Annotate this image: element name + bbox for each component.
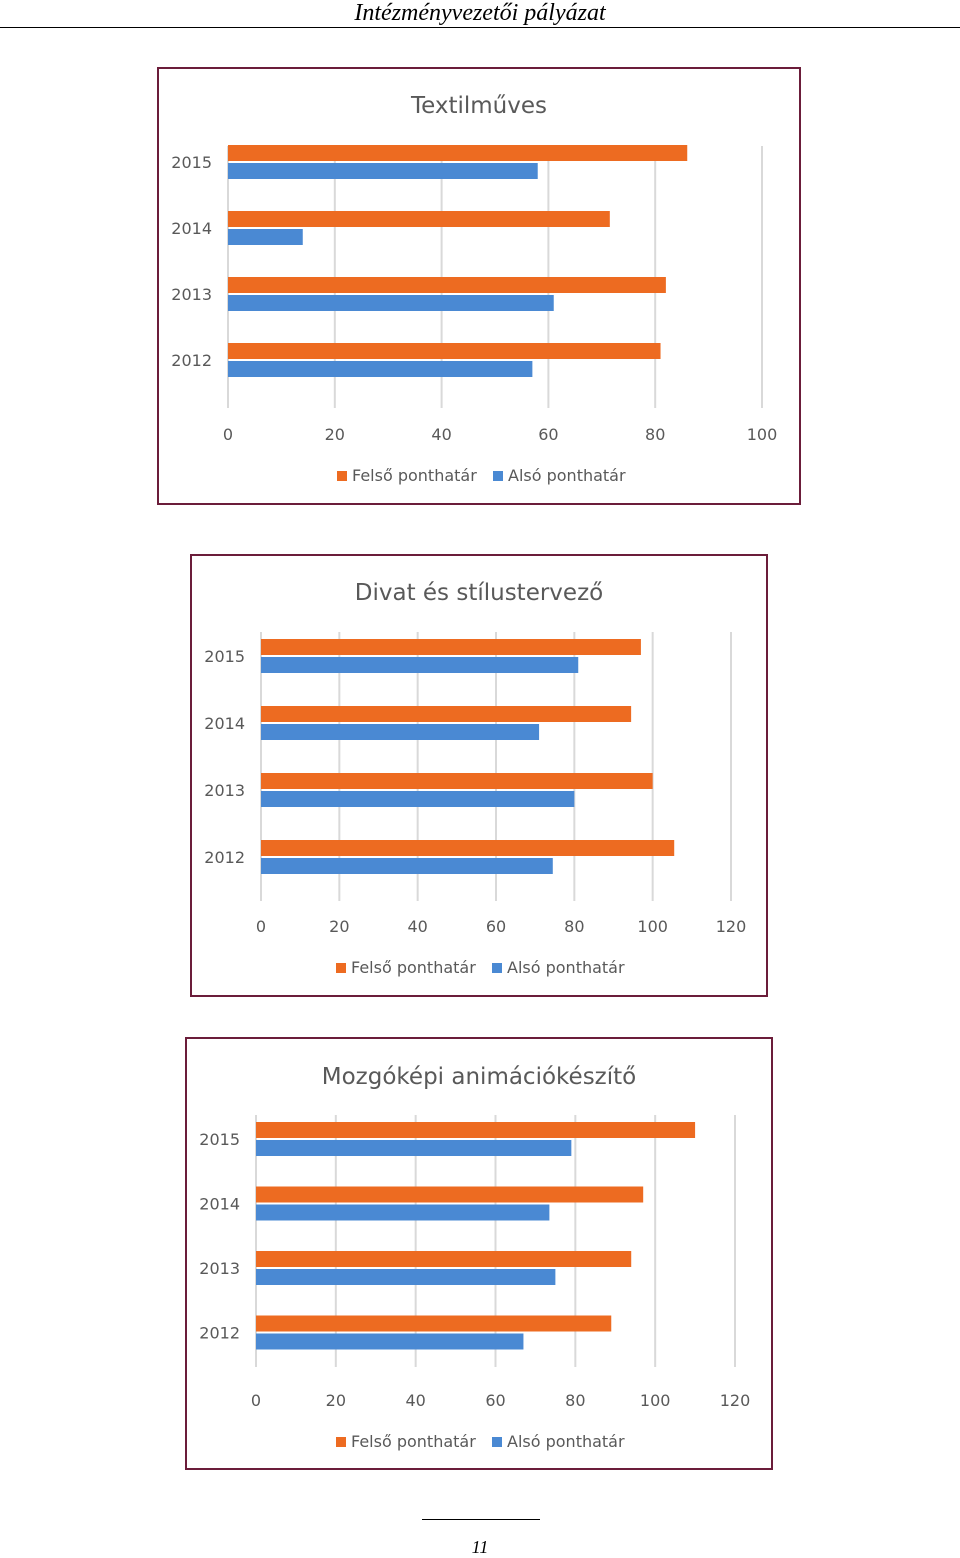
- chart-divat: Divat és stílustervező 0 20 40 60 80 100 120 201…: [190, 554, 768, 997]
- y-tick-label: 2015: [171, 153, 212, 172]
- x-tick-label: 60: [485, 1391, 505, 1410]
- legend: Felső ponthatár Alsó ponthatár: [336, 1432, 625, 1451]
- x-tick-label: 80: [645, 425, 665, 444]
- chart-mozgokepi: Mozgóképi animációkészítő 0 20 40 60 80 100 120…: [185, 1037, 773, 1470]
- y-tick-label: 2013: [204, 781, 245, 800]
- legend: Felső ponthatár Alsó ponthatár: [337, 466, 626, 485]
- y-tick-label: 2013: [171, 285, 212, 304]
- chart-svg: Mozgóképi animációkészítő 0 20 40 60 80 100 120…: [199, 1064, 751, 1451]
- y-tick-label: 2015: [204, 647, 245, 666]
- legend-swatch: [337, 471, 347, 481]
- bar-felso: [228, 211, 610, 227]
- legend-swatch: [336, 1437, 346, 1447]
- bar-felso: [261, 773, 653, 789]
- bar-also: [228, 361, 533, 377]
- bar-also: [256, 1204, 550, 1221]
- legend-label: Alsó ponthatár: [507, 1432, 625, 1451]
- x-tick-label: 40: [407, 917, 427, 936]
- x-tick-label: 60: [486, 917, 506, 936]
- y-tick-label: 2014: [204, 714, 245, 733]
- legend-swatch: [492, 1437, 502, 1447]
- x-tick-label: 0: [223, 425, 233, 444]
- x-tick-label: 100: [747, 425, 778, 444]
- x-tick-label: 100: [637, 917, 668, 936]
- x-tick-label: 0: [256, 917, 266, 936]
- y-tick-label: 2012: [171, 351, 212, 370]
- chart-svg: Textilműves 0 20 40 60 80 100 2015 2014 2013 2012 F…: [171, 93, 778, 485]
- footnote-rule: [422, 1519, 540, 1520]
- chart-svg: Divat és stílustervező 0 20 40 60 80 100 120 201…: [204, 580, 747, 977]
- bar-also: [261, 791, 575, 807]
- x-tick-label: 80: [565, 1391, 585, 1410]
- bar-felso: [261, 639, 641, 655]
- y-tick-label: 2014: [171, 219, 212, 238]
- chart-textilmuves: Textilműves 0 20 40 60 80 100 2015 2014 2013 2012 F…: [157, 67, 801, 505]
- bar-also: [228, 163, 538, 179]
- legend-label: Felső ponthatár: [351, 1432, 476, 1451]
- bar-felso: [256, 1315, 612, 1332]
- bar-felso: [228, 343, 661, 359]
- x-tick-label: 60: [538, 425, 558, 444]
- x-tick-label: 40: [405, 1391, 425, 1410]
- y-tick-label: 2013: [199, 1259, 240, 1278]
- legend: Felső ponthatár Alsó ponthatár: [336, 958, 625, 977]
- legend-swatch: [336, 963, 346, 973]
- bar-felso: [261, 840, 675, 856]
- x-tick-label: 20: [329, 917, 349, 936]
- x-tick-label: 80: [564, 917, 584, 936]
- x-tick-label: 120: [720, 1391, 751, 1410]
- page-header-title: Intézményvezetői pályázat: [0, 0, 960, 28]
- bar-also: [261, 724, 540, 740]
- legend-label: Felső ponthatár: [352, 466, 477, 485]
- bar-also: [261, 657, 579, 673]
- legend-swatch: [492, 963, 502, 973]
- bar-felso: [256, 1251, 632, 1267]
- legend-label: Alsó ponthatár: [508, 466, 626, 485]
- chart-title: Mozgóképi animációkészítő: [322, 1064, 636, 1090]
- y-tick-label: 2012: [204, 848, 245, 867]
- bar-felso: [228, 145, 688, 161]
- chart-title: Divat és stílustervező: [355, 580, 603, 606]
- legend-label: Felső ponthatár: [351, 958, 476, 977]
- bar-felso: [228, 277, 666, 293]
- x-tick-label: 0: [251, 1391, 261, 1410]
- bar-also: [228, 229, 303, 245]
- bar-felso: [256, 1186, 644, 1203]
- y-tick-label: 2014: [199, 1195, 240, 1214]
- page-number: 11: [471, 1537, 489, 1557]
- bar-felso: [256, 1122, 696, 1138]
- x-tick-label: 100: [640, 1391, 671, 1410]
- bar-also: [228, 295, 554, 311]
- chart-title: Textilműves: [410, 93, 547, 119]
- y-tick-label: 2012: [199, 1324, 240, 1343]
- bar-also: [256, 1333, 524, 1350]
- x-tick-label: 20: [326, 1391, 346, 1410]
- bar-also: [261, 858, 553, 874]
- legend-label: Alsó ponthatár: [507, 958, 625, 977]
- x-tick-label: 120: [716, 917, 747, 936]
- bar-felso: [261, 706, 632, 722]
- bar-also: [256, 1269, 556, 1285]
- bar-also: [256, 1140, 572, 1156]
- y-tick-label: 2015: [199, 1130, 240, 1149]
- legend-swatch: [493, 471, 503, 481]
- x-tick-label: 40: [431, 425, 451, 444]
- x-tick-label: 20: [325, 425, 345, 444]
